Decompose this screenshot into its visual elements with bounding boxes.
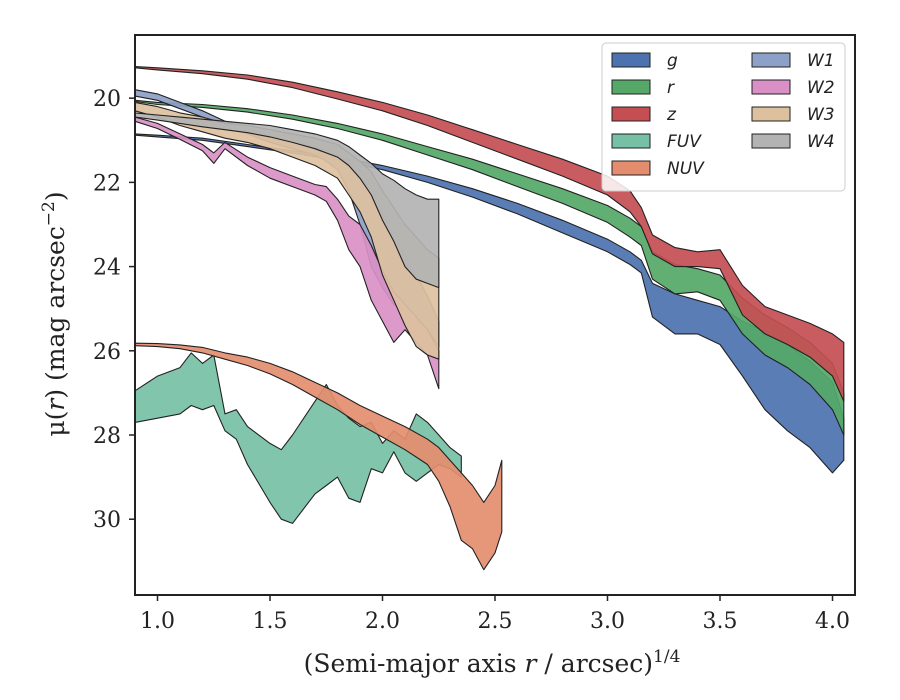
legend-label-z: z — [666, 105, 677, 125]
legend-swatch-NUV — [611, 160, 651, 176]
y-axis-ticks: 20 22 24 26 28 30 — [93, 87, 135, 533]
y-axis-label: μ(r) (mag arcsec−2) — [39, 191, 70, 436]
x-tick-label: 3.0 — [590, 609, 625, 634]
band-NUV — [134, 342, 503, 571]
legend-swatch-W3 — [751, 106, 791, 122]
legend-swatch-r — [611, 79, 651, 95]
x-tick-label: 4.0 — [815, 609, 850, 634]
legend-label-g: g — [667, 51, 678, 71]
x-axis-ticks: 1.0 1.5 2.0 2.5 3.0 3.5 4.0 — [140, 595, 850, 634]
legend-label-NUV: NUV — [667, 159, 705, 179]
legend: grz FUV NUV W1 W2 W3 W4 — [601, 42, 846, 192]
legend-label-W4: W4 — [807, 132, 835, 152]
legend-label-W3: W3 — [807, 105, 835, 125]
x-tick-label: 1.0 — [140, 609, 175, 634]
legend-swatch-FUV — [611, 133, 651, 149]
x-tick-label: 1.5 — [253, 609, 288, 634]
legend-swatch-g — [611, 52, 651, 68]
band-W2 — [134, 116, 440, 390]
x-tick-label: 2.0 — [365, 609, 400, 634]
y-tick-label: 22 — [93, 171, 121, 196]
legend-label-r: r — [667, 78, 675, 98]
band-W4 — [134, 112, 440, 289]
plot-areas — [134, 66, 845, 571]
legend-swatch-W1 — [751, 52, 791, 68]
y-tick-label: 26 — [93, 340, 121, 365]
legend-swatch-W2 — [751, 79, 791, 95]
y-tick-label: 30 — [93, 508, 121, 533]
x-axis-label: (Semi-major axis r / arcsec)1/4 — [304, 647, 681, 678]
band-r — [134, 99, 845, 436]
legend-label-W1: W1 — [807, 51, 835, 71]
y-tick-label: 20 — [93, 87, 121, 112]
x-tick-label: 3.5 — [703, 609, 738, 634]
y-tick-label: 24 — [93, 256, 121, 281]
legend-swatch-W4 — [751, 133, 791, 149]
legend-label-W2: W2 — [807, 78, 835, 98]
band-g — [134, 133, 845, 474]
legend-label-FUV: FUV — [667, 132, 702, 152]
legend-swatch-z — [611, 106, 651, 122]
x-tick-label: 2.5 — [478, 609, 513, 634]
band-z — [134, 66, 845, 402]
y-tick-label: 28 — [93, 424, 121, 449]
